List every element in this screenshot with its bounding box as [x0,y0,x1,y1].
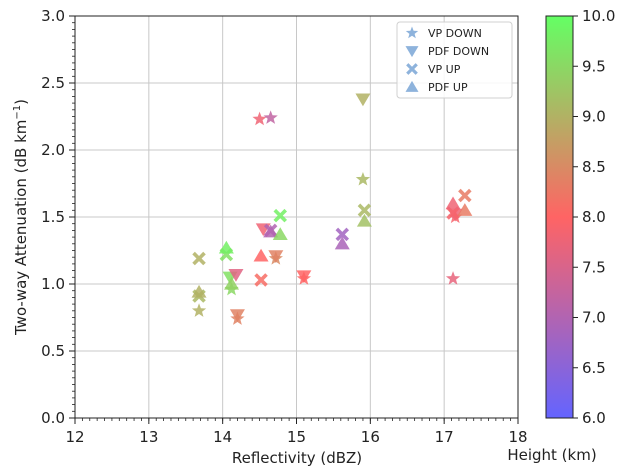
point-star-0-4 [263,110,278,124]
point-x-2-0 [192,251,206,266]
point-x-2-6 [335,227,350,242]
colorbar-tick-label-2: 7.0 [582,309,606,327]
colorbar-tick-label-3: 7.5 [582,258,606,276]
legend: VP DOWN PDF DOWN VP UP PDF UP [396,21,513,99]
point-triangle-down-1-5 [296,270,312,284]
point-triangle-down-1-4 [268,250,284,263]
legend-label-1: PDF DOWN [428,45,489,58]
y-tick-label-1: 0.5 [41,342,65,360]
legend-marker-triangle-up [405,80,419,92]
x-tick-label-1: 13 [139,428,158,446]
y-axis-label-close: ) [12,99,30,105]
point-x-2-8 [446,206,460,220]
legend-label-3: PDF UP [428,81,468,94]
x-tick-label-5: 17 [435,428,454,446]
x-tick-label-3: 15 [287,428,306,446]
x-tick-label-6: 18 [508,428,527,446]
point-triangle-up-3-2 [224,276,240,290]
x-axis-label: Reflectivity (dBZ) [232,449,362,467]
colorbar-tick-label-4: 8.0 [582,208,606,226]
colorbar-tick-label-8: 10.0 [582,7,615,25]
y-tick-label-2: 1.0 [41,275,65,293]
y-axis-label-main: Two-way Attenuation (dB km [12,120,30,336]
point-triangle-up-3-7 [356,213,372,227]
point-triangle-down-1-6 [355,93,371,107]
legend-marker-star [405,26,419,39]
legend-label-2: VP UP [428,63,461,76]
y-axis-ticks: 0.0 0.5 1.0 1.5 2.0 2.5 3.0 [41,7,75,427]
legend-marker-x [406,63,418,75]
point-x-2-9 [458,188,472,203]
y-tick-label-3: 1.5 [41,208,65,226]
point-star-0-3 [252,111,267,126]
y-tick-label-4: 2.0 [41,141,65,159]
colorbar-tick-label-7: 9.5 [582,57,606,75]
point-triangle-up-3-6 [334,236,350,250]
point-triangle-up-3-9 [457,203,473,216]
point-triangle-up-3-1 [218,240,234,254]
point-star-0-8 [445,271,461,285]
legend-label-0: VP DOWN [428,27,482,40]
colorbar-gradient [545,15,574,419]
y-axis-label-superscript: −1 [12,105,23,120]
colorbar-tick-label-1: 6.5 [582,359,606,377]
x-tick-label-2: 14 [213,428,232,446]
point-x-2-5 [273,208,288,223]
colorbar-tick-label-5: 8.5 [582,158,606,176]
x-tick-label-0: 12 [65,428,84,446]
point-x-2-7 [357,203,372,218]
x-axis-ticks: 12 13 14 15 16 17 18 [65,418,528,446]
colorbar-tick-label-0: 6.0 [582,409,606,427]
colorbar-label: Height (km) [507,446,596,464]
y-tick-label-5: 2.5 [41,74,65,92]
point-triangle-down-1-1 [228,268,244,282]
y-tick-label-0: 0.0 [41,409,65,427]
colorbar: 6.0 6.5 7.0 7.5 8.0 8.5 9.0 9.5 10.0 [545,7,615,427]
data-points [191,93,473,325]
x-tick-label-4: 16 [361,428,380,446]
y-tick-label-6: 3.0 [41,7,65,25]
point-triangle-up-3-3 [253,248,269,262]
colorbar-tick-label-6: 9.0 [582,108,606,126]
legend-box [396,21,513,99]
point-star-0-7 [355,171,371,186]
point-triangle-up-3-4 [263,224,279,238]
y-axis-label: Two-way Attenuation (dB km−1) [12,99,30,336]
point-triangle-down-1-2 [229,309,245,322]
point-triangle-up-3-5 [272,227,288,241]
point-x-2-3 [254,273,268,287]
legend-marker-triangle-down [405,46,419,58]
point-star-0-0 [191,303,207,317]
point-triangle-up-3-8 [445,196,461,210]
point-triangle-up-3-0 [191,284,207,298]
